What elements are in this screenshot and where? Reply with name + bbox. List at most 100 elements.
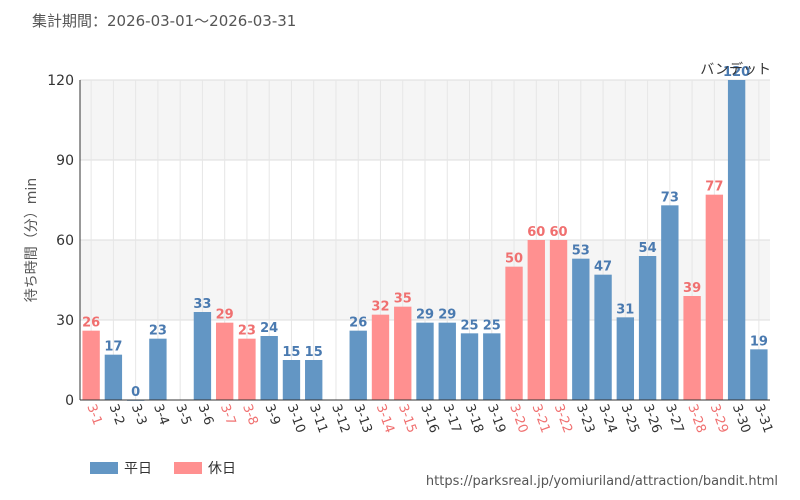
bar-3-25 xyxy=(616,317,635,400)
period-header: 集計期間：2026-03-01～2026-03-31 xyxy=(32,12,297,30)
legend-label-holiday: 休日 xyxy=(208,461,236,477)
value-label-3-28: 39 xyxy=(683,281,701,296)
x-tick-label-3-29: 3-29 xyxy=(707,402,731,435)
x-tick-label-3-17: 3-17 xyxy=(439,402,463,435)
x-tick-label-3-9: 3-9 xyxy=(261,402,282,427)
source-link[interactable]: https://parksreal.jp/yomiuriland/attract… xyxy=(425,474,778,489)
x-tick-label-3-16: 3-16 xyxy=(417,402,441,435)
x-tick-label-3-19: 3-19 xyxy=(484,402,508,435)
x-tick-label-3-2: 3-2 xyxy=(106,402,127,427)
x-tick-label-3-21: 3-21 xyxy=(529,402,553,435)
value-label-3-2: 17 xyxy=(104,340,122,355)
value-label-3-26: 54 xyxy=(639,241,657,256)
bar-3-26 xyxy=(638,256,657,400)
value-label-3-31: 19 xyxy=(750,334,768,349)
y-tick-label: 0 xyxy=(65,393,74,409)
value-label-3-13: 26 xyxy=(349,316,367,331)
bar-3-10 xyxy=(282,360,301,400)
y-axis-label: 待ち時間（分）min xyxy=(24,178,40,302)
bar-3-8 xyxy=(238,338,256,400)
bar-3-30 xyxy=(727,80,746,400)
value-label-3-10: 15 xyxy=(282,345,300,360)
bars-group xyxy=(82,80,768,401)
value-label-3-21: 60 xyxy=(527,225,545,240)
bar-3-18 xyxy=(460,333,479,400)
x-tick-labels: 3-1 3-2 3-3 3-4 3-5 3-6 3-7 3-8 3-9 3-103-113-12 3… xyxy=(83,402,775,435)
x-tick-label-3-30: 3-30 xyxy=(729,402,753,435)
y-tick-labels: 0 30 60 90 120 xyxy=(47,73,74,409)
value-label-3-15: 35 xyxy=(394,292,412,307)
bar-3-9 xyxy=(260,336,278,400)
value-label-3-4: 23 xyxy=(149,324,167,339)
y-tick-label: 30 xyxy=(56,313,74,329)
bar-3-4 xyxy=(149,338,167,400)
holiday-swatch xyxy=(174,462,202,474)
bar-3-16 xyxy=(416,322,434,400)
bar-3-17 xyxy=(438,322,456,400)
value-label-3-17: 29 xyxy=(438,308,456,323)
x-tick-label-3-3: 3-3 xyxy=(128,402,149,427)
bar-3-27 xyxy=(661,205,679,400)
legend-label-weekday: 平日 xyxy=(124,461,152,477)
bar-3-15 xyxy=(394,306,412,400)
series-name: バンデット xyxy=(700,61,771,78)
value-label-3-27: 73 xyxy=(661,190,679,205)
bar-3-20 xyxy=(505,266,523,400)
bar-3-29 xyxy=(705,194,724,400)
x-tick-label-3-10: 3-10 xyxy=(284,402,308,435)
bar-3-13 xyxy=(349,330,367,400)
x-tick-label-3-20: 3-20 xyxy=(506,402,530,435)
legend-item-weekday: 平日 xyxy=(90,458,152,478)
bar-3-31 xyxy=(750,349,768,400)
value-label-3-8: 23 xyxy=(238,324,256,339)
value-label-3-1: 26 xyxy=(82,316,100,331)
x-tick-label-3-25: 3-25 xyxy=(618,402,642,435)
bar-3-2 xyxy=(104,354,123,400)
bar-3-1 xyxy=(82,330,100,400)
bar-3-6 xyxy=(193,312,212,400)
y-tick-label: 90 xyxy=(56,153,74,169)
value-label-3-25: 31 xyxy=(616,302,634,317)
x-tick-label-3-22: 3-22 xyxy=(551,402,575,435)
bar-3-21 xyxy=(527,240,545,400)
x-tick-label-3-7: 3-7 xyxy=(217,402,238,427)
x-tick-label-3-14: 3-14 xyxy=(373,402,397,435)
value-label-3-23: 53 xyxy=(572,244,590,259)
weekday-swatch xyxy=(90,462,118,474)
bar-3-22 xyxy=(549,240,568,400)
bar-3-14 xyxy=(371,314,390,400)
value-label-3-30: 120 xyxy=(723,65,750,80)
value-label-3-7: 29 xyxy=(216,308,234,323)
bar-3-28 xyxy=(683,296,701,400)
value-label-3-6: 33 xyxy=(193,297,211,312)
y-tick-label: 60 xyxy=(56,233,74,249)
value-label-3-18: 25 xyxy=(460,318,478,333)
bar-3-23 xyxy=(572,258,590,400)
x-tick-label-3-6: 3-6 xyxy=(195,402,216,427)
x-tick-label-3-4: 3-4 xyxy=(150,402,171,427)
x-tick-label-3-15: 3-15 xyxy=(395,402,419,435)
x-tick-label-3-12: 3-12 xyxy=(328,402,352,435)
x-tick-label-3-31: 3-31 xyxy=(751,402,775,435)
bar-3-7 xyxy=(215,322,234,400)
value-label-3-24: 47 xyxy=(594,260,612,275)
legend-item-holiday: 休日 xyxy=(174,458,236,478)
value-label-3-19: 25 xyxy=(483,318,501,333)
bar-3-19 xyxy=(483,333,501,400)
x-tick-label-3-27: 3-27 xyxy=(662,402,686,435)
x-tick-label-3-23: 3-23 xyxy=(573,402,597,435)
value-label-3-20: 50 xyxy=(505,252,523,267)
x-tick-label-3-11: 3-11 xyxy=(306,402,330,435)
x-tick-label-3-8: 3-8 xyxy=(239,402,260,427)
value-label-3-16: 29 xyxy=(416,308,434,323)
x-tick-label-3-28: 3-28 xyxy=(684,402,708,435)
y-tick-label: 120 xyxy=(47,73,74,89)
value-label-3-22: 60 xyxy=(550,225,568,240)
value-label-3-29: 77 xyxy=(705,180,723,195)
x-tick-label-3-1: 3-1 xyxy=(83,402,104,427)
value-labels: 26 17 0 23 33 29 23 24 15 15 26 32 35 29 29 25 25 50 60 60 5… xyxy=(82,65,768,400)
x-tick-label-3-5: 3-5 xyxy=(172,402,193,427)
x-tick-label-3-26: 3-26 xyxy=(640,402,664,435)
x-tick-label-3-24: 3-24 xyxy=(595,402,619,435)
